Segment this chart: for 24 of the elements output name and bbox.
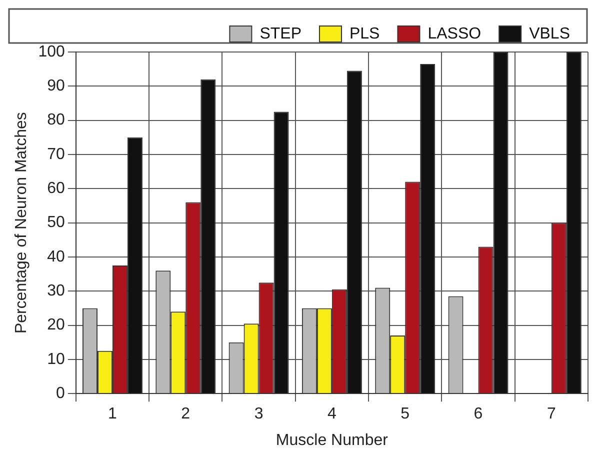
x-tick-label: 1	[108, 406, 118, 423]
x-tick-label: 6	[474, 406, 483, 423]
y-tick-label: 30	[47, 282, 65, 300]
y-tick-label: 100	[38, 43, 65, 60]
x-axis-title: Muscle Number	[276, 432, 389, 449]
y-tick-label: 80	[47, 112, 65, 129]
y-tick-label: 50	[47, 214, 65, 232]
y-tick-label: 70	[47, 146, 65, 163]
y-tick-label: 40	[47, 248, 65, 266]
legend-label: VBLS	[529, 25, 570, 42]
x-tick-label: 5	[400, 406, 410, 423]
x-tick-label: 2	[181, 406, 190, 423]
legend-label: LASSO	[428, 25, 482, 42]
y-tick-label: 20	[47, 316, 65, 334]
y-tick-label: 90	[47, 78, 65, 95]
y-tick-label: 0	[56, 385, 65, 402]
legend-label: PLS	[349, 25, 380, 42]
x-tick-label: 7	[546, 406, 556, 423]
legend-label: STEP	[260, 25, 302, 42]
x-tick-label: 3	[254, 406, 264, 423]
y-tick-label: 60	[47, 180, 65, 198]
y-axis-title: Percentage of Neuron Matches	[13, 112, 30, 334]
x-tick-label: 4	[327, 406, 336, 423]
y-tick-label: 10	[47, 350, 65, 368]
